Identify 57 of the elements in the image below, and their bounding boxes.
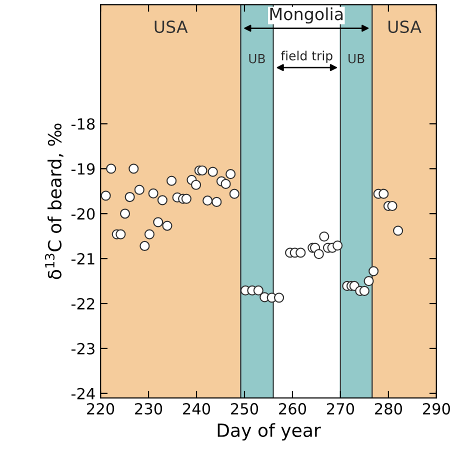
band-label: USA xyxy=(388,20,422,34)
annotation: field trip xyxy=(280,50,332,63)
point xyxy=(157,195,168,206)
point xyxy=(226,169,236,180)
point xyxy=(181,194,192,204)
point xyxy=(116,229,126,240)
x-tick-label: 280 xyxy=(374,403,402,415)
point xyxy=(144,229,155,240)
y-tick-label: -24 xyxy=(71,388,95,400)
point xyxy=(387,200,398,212)
point xyxy=(314,249,324,260)
point xyxy=(378,188,389,199)
point xyxy=(296,248,306,258)
y-tick-label: -18 xyxy=(71,118,95,130)
band-label: UB xyxy=(348,54,364,64)
point xyxy=(332,240,343,251)
band-label: USA xyxy=(154,20,188,34)
point xyxy=(253,285,264,296)
y-tick-label: -19 xyxy=(71,163,95,175)
x-axis-title: Day of year xyxy=(218,423,321,441)
x-tick-label: 240 xyxy=(183,403,210,415)
point xyxy=(134,184,144,195)
y-axis-title: δ$^{13}$C of beard, ‰ xyxy=(44,124,64,280)
y-tick-label: -23 xyxy=(71,342,94,354)
point xyxy=(120,208,130,219)
x-tick-label: 220 xyxy=(87,403,114,415)
y-tick-label: -21 xyxy=(71,253,94,264)
point xyxy=(166,176,177,186)
point xyxy=(220,178,231,190)
point xyxy=(124,192,135,202)
point xyxy=(229,188,240,199)
x-tick-label: 230 xyxy=(135,403,162,415)
point xyxy=(208,166,218,177)
point xyxy=(202,196,213,206)
x-tick-label: 260 xyxy=(279,403,306,415)
point xyxy=(392,226,404,236)
point xyxy=(212,196,222,208)
point xyxy=(274,292,284,303)
point xyxy=(140,240,150,252)
point xyxy=(106,164,116,174)
y-tick-label: -20 xyxy=(71,208,95,220)
point xyxy=(100,190,111,201)
point xyxy=(197,165,208,176)
x-tick-label: 290 xyxy=(422,403,450,415)
point xyxy=(148,188,158,198)
point xyxy=(368,266,379,276)
x-tick-label: 250 xyxy=(231,403,258,415)
point xyxy=(153,217,164,228)
annotation: Mongolia xyxy=(270,7,343,24)
point xyxy=(359,286,370,296)
y-tick-label: -22 xyxy=(71,298,94,310)
point xyxy=(190,180,202,190)
point xyxy=(162,220,172,231)
band-label: UB xyxy=(249,54,265,64)
x-tick-label: 270 xyxy=(327,403,354,415)
point xyxy=(128,164,139,174)
point xyxy=(364,276,374,286)
